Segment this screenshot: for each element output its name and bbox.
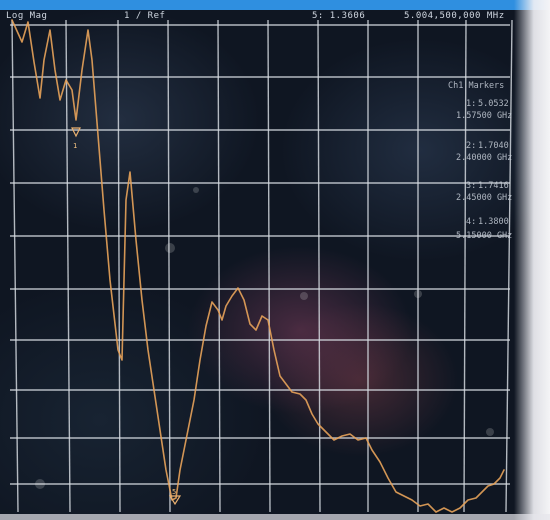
marker-1-value: 1: xyxy=(466,99,476,109)
marker-3-reading: 1.7416 xyxy=(478,181,509,191)
marker-3-value: 3: xyxy=(466,181,476,191)
marker-1: 1 xyxy=(71,127,81,150)
marker-2-freq: 2.40000 GHz xyxy=(456,153,512,163)
graticule xyxy=(10,19,513,513)
header-stimulus: 5: 1.3606 xyxy=(312,11,366,21)
monitor-bezel xyxy=(514,0,550,520)
bottom-bezel xyxy=(0,514,550,520)
marker-2-value: 2: xyxy=(466,141,476,151)
marker-5: 5 xyxy=(168,488,182,506)
screen-glare xyxy=(35,187,494,489)
title-bar xyxy=(0,0,550,10)
measurement-trace xyxy=(11,19,505,513)
marker-1-label: 1 xyxy=(73,142,77,150)
marker-1-reading: 5.0532 xyxy=(478,99,509,109)
header-frequency: 5.004,500,000 MHz xyxy=(404,11,505,21)
marker-readout: Ch1 Markers 1: 5.0532 1.57500 GHz 2: 1.7… xyxy=(448,81,512,241)
header-format: Log Mag xyxy=(6,11,48,21)
marker-3-freq: 2.45000 GHz xyxy=(456,193,512,203)
marker-1-freq: 1.57500 GHz xyxy=(456,111,512,121)
header-scale: 1 / Ref xyxy=(124,11,166,21)
marker-2-reading: 1.7040 xyxy=(478,141,509,151)
marker-5-label: 5 xyxy=(172,488,176,496)
marker-4-reading: 1.3800 xyxy=(478,217,509,227)
marker-4-freq: 5.15000 GHz xyxy=(456,231,512,241)
marker-panel-title: Ch1 Markers xyxy=(448,81,504,91)
marker-4-value: 4: xyxy=(466,217,476,227)
